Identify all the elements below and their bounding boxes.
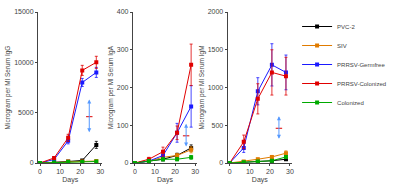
svg-text:10000: 10000 (14, 59, 34, 66)
svg-text:300: 300 (117, 46, 129, 53)
svg-text:Days: Days (252, 176, 268, 184)
svg-text:30: 30 (286, 168, 294, 175)
svg-text:Microgram per Ml Serum IgG: Microgram per Ml Serum IgG (4, 46, 12, 130)
svg-text:20: 20 (76, 168, 84, 175)
svg-text:30: 30 (191, 168, 199, 175)
svg-text:Microgram per Ml Serum IgM: Microgram per Ml Serum IgM (198, 45, 206, 129)
svg-text:15000: 15000 (14, 8, 34, 15)
svg-text:500: 500 (212, 122, 224, 129)
svg-text:1000: 1000 (208, 84, 224, 91)
svg-text:0: 0 (133, 168, 137, 175)
svg-text:PVC-2: PVC-2 (337, 24, 355, 30)
svg-text:10: 10 (151, 168, 159, 175)
svg-text:30: 30 (96, 168, 104, 175)
svg-text:20: 20 (171, 168, 179, 175)
svg-text:PRRSV-Germfree: PRRSV-Germfree (337, 62, 385, 68)
svg-text:0: 0 (38, 168, 42, 175)
svg-text:100: 100 (117, 122, 129, 129)
svg-text:10: 10 (56, 168, 64, 175)
svg-text:2000: 2000 (208, 8, 224, 15)
svg-text:0: 0 (228, 168, 232, 175)
svg-text:200: 200 (117, 84, 129, 91)
svg-text:0: 0 (30, 159, 34, 166)
svg-text:Microgram per Ml Serum IgA: Microgram per Ml Serum IgA (107, 45, 115, 129)
svg-text:10: 10 (246, 168, 254, 175)
svg-text:5000: 5000 (18, 109, 34, 116)
svg-text:PRRSV-Colonized: PRRSV-Colonized (337, 81, 386, 87)
svg-text:Days: Days (62, 176, 78, 184)
svg-text:0: 0 (125, 159, 129, 166)
svg-text:20: 20 (266, 168, 274, 175)
svg-text:400: 400 (117, 8, 129, 15)
svg-text:SIV: SIV (337, 43, 347, 49)
svg-text:1500: 1500 (208, 46, 224, 53)
svg-text:Colonized: Colonized (337, 100, 364, 106)
svg-text:0: 0 (219, 159, 223, 166)
svg-text:Days: Days (157, 176, 173, 184)
